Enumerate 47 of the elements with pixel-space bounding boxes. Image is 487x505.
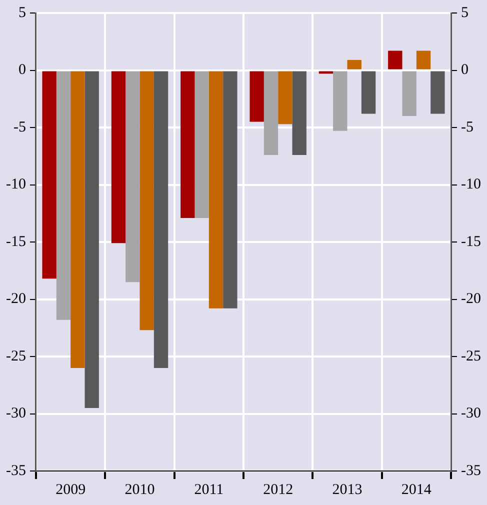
bar	[70, 71, 85, 368]
bar	[416, 50, 431, 70]
y2-tick-label: -25	[461, 348, 482, 364]
bar	[388, 50, 402, 70]
y-tick-label: -20	[6, 291, 26, 308]
y2-tick-label: -30	[461, 406, 482, 422]
bar	[126, 71, 140, 282]
bar	[42, 71, 56, 279]
y-tick-label: 5	[18, 4, 26, 21]
bar	[292, 71, 306, 155]
x-tick-label: 2011	[194, 482, 224, 498]
y2-tick-label: -10	[461, 176, 482, 193]
bar	[250, 71, 264, 122]
bar	[223, 71, 238, 308]
bar	[111, 71, 126, 244]
y-tick-label: -15	[6, 234, 26, 250]
y-tick-label: -30	[6, 406, 26, 422]
x-tick-label: 2014	[401, 482, 432, 498]
y-tick-label: -10	[6, 176, 26, 193]
bar	[84, 71, 99, 408]
bar	[430, 71, 445, 114]
bar	[264, 71, 278, 155]
y2-tick-label: -35	[461, 462, 482, 479]
y-tick-label: 0	[18, 62, 26, 78]
bar	[361, 71, 376, 114]
bar	[56, 71, 71, 320]
y2-tick-label: 5	[461, 4, 469, 21]
bar	[140, 71, 154, 330]
y-tick-label: -5	[13, 119, 26, 136]
x-tick-label: 2009	[56, 482, 86, 498]
y2-tick-label: 0	[461, 62, 469, 78]
bar	[402, 71, 416, 116]
bar	[154, 71, 168, 368]
bar	[180, 71, 195, 218]
bar	[347, 60, 362, 70]
x-tick-label: 2013	[332, 482, 362, 498]
x-tick-label: 2010	[124, 482, 155, 498]
y2-tick-label: -5	[461, 119, 474, 136]
bar	[333, 71, 348, 131]
x-tick-label: 2012	[263, 482, 294, 498]
y2-tick-label: -20	[461, 291, 482, 308]
y2-tick-label: -15	[461, 234, 482, 250]
y-tick-label: -25	[6, 348, 26, 364]
bar	[208, 71, 224, 308]
bar	[194, 71, 209, 218]
bar	[278, 71, 292, 124]
y-tick-label: -35	[6, 462, 26, 479]
